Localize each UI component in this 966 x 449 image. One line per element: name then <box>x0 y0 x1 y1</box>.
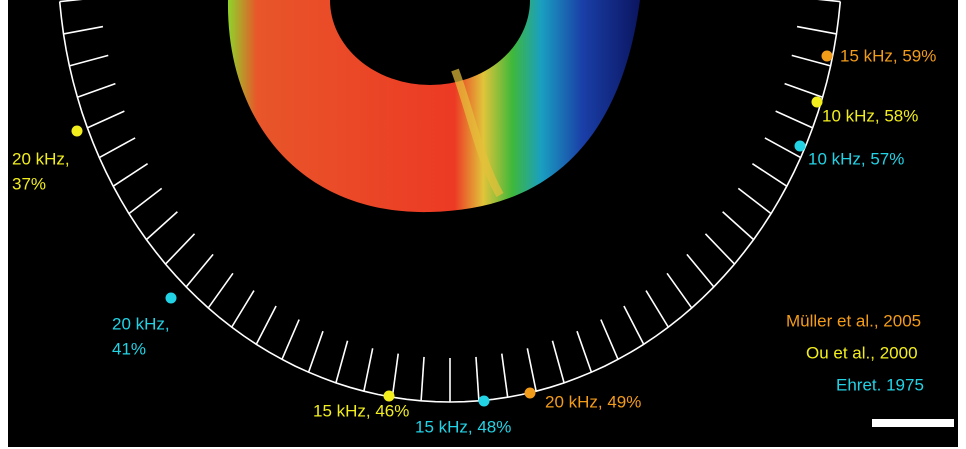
scale-bar <box>872 419 954 427</box>
annotation-label: 20 kHz, 49% <box>545 392 641 411</box>
page: 15 kHz, 59% 10 kHz, 58% 10 kHz, 57% 20 kHz,… <box>0 0 966 449</box>
annotation-label: 41% <box>112 339 146 358</box>
legend-entry: Müller et al., 2005 <box>786 311 921 330</box>
figure: 15 kHz, 59% 10 kHz, 58% 10 kHz, 57% 20 kHz,… <box>0 0 966 449</box>
marker <box>812 97 823 108</box>
marker <box>525 388 536 399</box>
annotation-label: 20 kHz, <box>12 149 70 168</box>
legend-entry: Ou et al., 2000 <box>806 343 918 362</box>
marker <box>822 51 833 62</box>
legend-entry: Ehret. 1975 <box>836 375 924 394</box>
annotation-label: 15 kHz, 59% <box>840 46 936 65</box>
annotation-label: 10 kHz, 58% <box>822 106 918 125</box>
marker <box>479 396 490 407</box>
annotation-label: 15 kHz, 48% <box>415 417 511 436</box>
marker <box>166 293 177 304</box>
annotation-label: 20 kHz, <box>112 314 170 333</box>
marker <box>795 141 806 152</box>
marker <box>384 391 395 402</box>
marker <box>72 126 83 137</box>
annotation-label: 15 kHz, 46% <box>313 401 409 420</box>
annotation-label: 37% <box>12 174 46 193</box>
annotation-label: 10 kHz, 57% <box>808 149 904 168</box>
